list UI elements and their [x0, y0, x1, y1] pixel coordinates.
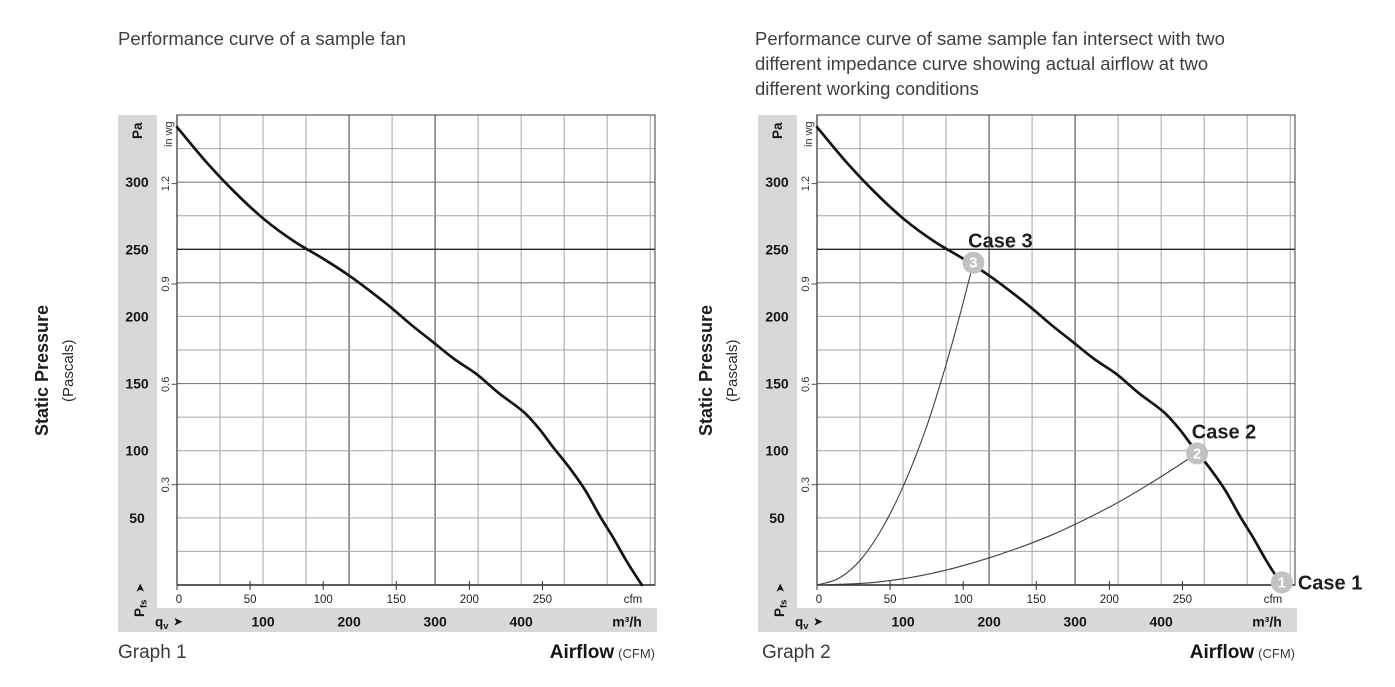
svg-text:200: 200	[1100, 594, 1119, 606]
cfm-tick-labels: 0 50 100 150 200 250 cfm	[816, 581, 1282, 606]
graph2-title-line1: Performance curve of same sample fan int…	[755, 28, 1225, 49]
svg-text:300: 300	[1063, 614, 1087, 630]
m3h-tick-labels: 100 200 300 400 m³/h	[251, 614, 641, 630]
svg-text:300: 300	[765, 174, 789, 190]
svg-text:150: 150	[765, 376, 789, 392]
svg-text:200: 200	[125, 308, 149, 324]
graph1-y-axis-subtitle: (Pascals)	[60, 339, 77, 402]
svg-text:0.3: 0.3	[800, 477, 812, 492]
svg-text:100: 100	[251, 614, 275, 630]
case-label: Case 2	[1192, 421, 1257, 443]
cfm-tick-labels: 0 50 100 150 200 250 cfm	[176, 581, 642, 606]
graph2-title: Performance curve of same sample fan int…	[755, 26, 1225, 101]
grid	[177, 115, 655, 585]
svg-text:50: 50	[129, 510, 145, 526]
svg-text:50: 50	[244, 594, 257, 606]
pa-tick-labels: 300 250 200 150 100 50	[765, 174, 789, 526]
svg-text:0.9: 0.9	[160, 276, 172, 291]
impedance-curve-high-resistance-case-3	[816, 262, 974, 586]
svg-text:1.2: 1.2	[160, 176, 172, 191]
airflow-unit-label: (CFM)	[618, 646, 655, 661]
graph2-label: Graph 2	[762, 642, 831, 663]
impedance-curve-low-resistance-case-2	[816, 452, 1198, 586]
inwg-unit-label: in wg	[803, 121, 815, 147]
qv-arrow-icon: ➤	[173, 615, 183, 629]
svg-text:1.2: 1.2	[800, 176, 812, 191]
pa-unit-label: Pa	[770, 122, 785, 139]
graph1-x-axis-title: Airflow (CFM)	[355, 642, 655, 664]
svg-text:50: 50	[769, 510, 785, 526]
svg-text:300: 300	[423, 614, 447, 630]
case-marker-number: 2	[1193, 446, 1201, 462]
graph1-chart: 0 50 100 150 200 250 cfm 1.2 0.9 0.6 0.3 in wg 300 25…	[118, 114, 657, 632]
graph2-title-line3: different working conditions	[755, 78, 979, 99]
inwg-unit-label: in wg	[163, 121, 175, 147]
fan-performance-curve	[815, 125, 1284, 587]
airflow-label: Airflow	[1189, 642, 1255, 663]
cfm-unit-label: cfm	[1264, 594, 1283, 606]
grid	[817, 115, 1295, 585]
svg-text:150: 150	[387, 594, 406, 606]
graph1-plot: 0 50 100 150 200 250 cfm 1.2 0.9 0.6 0.3 in wg 300 25…	[118, 114, 657, 632]
graph1-y-axis-title: Static Pressure	[32, 304, 52, 437]
inwg-tick-labels: 1.2 0.9 0.6 0.3	[800, 176, 817, 492]
svg-text:250: 250	[1173, 594, 1192, 606]
fan-performance-curve	[175, 125, 644, 587]
svg-text:400: 400	[509, 614, 533, 630]
svg-text:150: 150	[1027, 594, 1046, 606]
pfs-arrow-icon: ➤	[133, 583, 147, 593]
pfs-arrow-icon: ➤	[773, 583, 787, 593]
svg-text:0: 0	[176, 594, 182, 606]
svg-text:50: 50	[884, 594, 897, 606]
x-axis-band	[758, 608, 1297, 632]
y-axis-band	[758, 115, 797, 632]
svg-text:0.6: 0.6	[160, 377, 172, 392]
svg-text:100: 100	[765, 443, 789, 459]
svg-text:250: 250	[125, 241, 149, 257]
svg-text:100: 100	[954, 594, 973, 606]
pa-unit-label: Pa	[130, 122, 145, 139]
qv-arrow-icon: ➤	[813, 615, 823, 629]
case-label: Case 1	[1298, 572, 1363, 594]
case-marker-1: 1 Case 1	[1270, 571, 1363, 594]
svg-text:100: 100	[314, 594, 333, 606]
graph2-title-line2: different impedance curve showing actual…	[755, 53, 1209, 74]
svg-text:200: 200	[977, 614, 1001, 630]
cfm-unit-label: cfm	[624, 594, 643, 606]
svg-text:0.6: 0.6	[800, 377, 812, 392]
pa-tick-labels: 300 250 200 150 100 50	[125, 174, 149, 526]
svg-text:200: 200	[765, 308, 789, 324]
m3h-tick-labels: 100 200 300 400 m³/h	[891, 614, 1281, 630]
airflow-label: Airflow	[549, 642, 615, 663]
x-axis-band	[118, 608, 657, 632]
svg-text:150: 150	[125, 376, 149, 392]
graph2-x-axis-title: Airflow (CFM)	[995, 642, 1295, 664]
case-label: Case 3	[968, 231, 1033, 253]
svg-text:250: 250	[533, 594, 552, 606]
svg-text:400: 400	[1149, 614, 1173, 630]
graph1-label: Graph 1	[118, 642, 187, 663]
svg-text:250: 250	[765, 241, 789, 257]
y-axis-band	[118, 115, 157, 632]
case-marker-3: 3 Case 3	[962, 231, 1033, 274]
case-marker-number: 1	[1278, 575, 1286, 591]
svg-text:200: 200	[460, 594, 479, 606]
case-marker-number: 3	[969, 256, 977, 272]
m3h-unit-label: m³/h	[612, 614, 642, 630]
airflow-unit-label: (CFM)	[1258, 646, 1295, 661]
svg-text:0.9: 0.9	[800, 276, 812, 291]
m3h-unit-label: m³/h	[1252, 614, 1282, 630]
svg-text:100: 100	[125, 443, 149, 459]
svg-text:300: 300	[125, 174, 149, 190]
graph1-title: Performance curve of a sample fan	[118, 28, 406, 49]
svg-text:0.3: 0.3	[160, 477, 172, 492]
svg-text:200: 200	[337, 614, 361, 630]
case-marker-2: 2 Case 2	[1186, 421, 1257, 465]
inwg-tick-labels: 1.2 0.9 0.6 0.3	[160, 176, 177, 492]
svg-text:100: 100	[891, 614, 915, 630]
svg-text:0: 0	[816, 594, 822, 606]
